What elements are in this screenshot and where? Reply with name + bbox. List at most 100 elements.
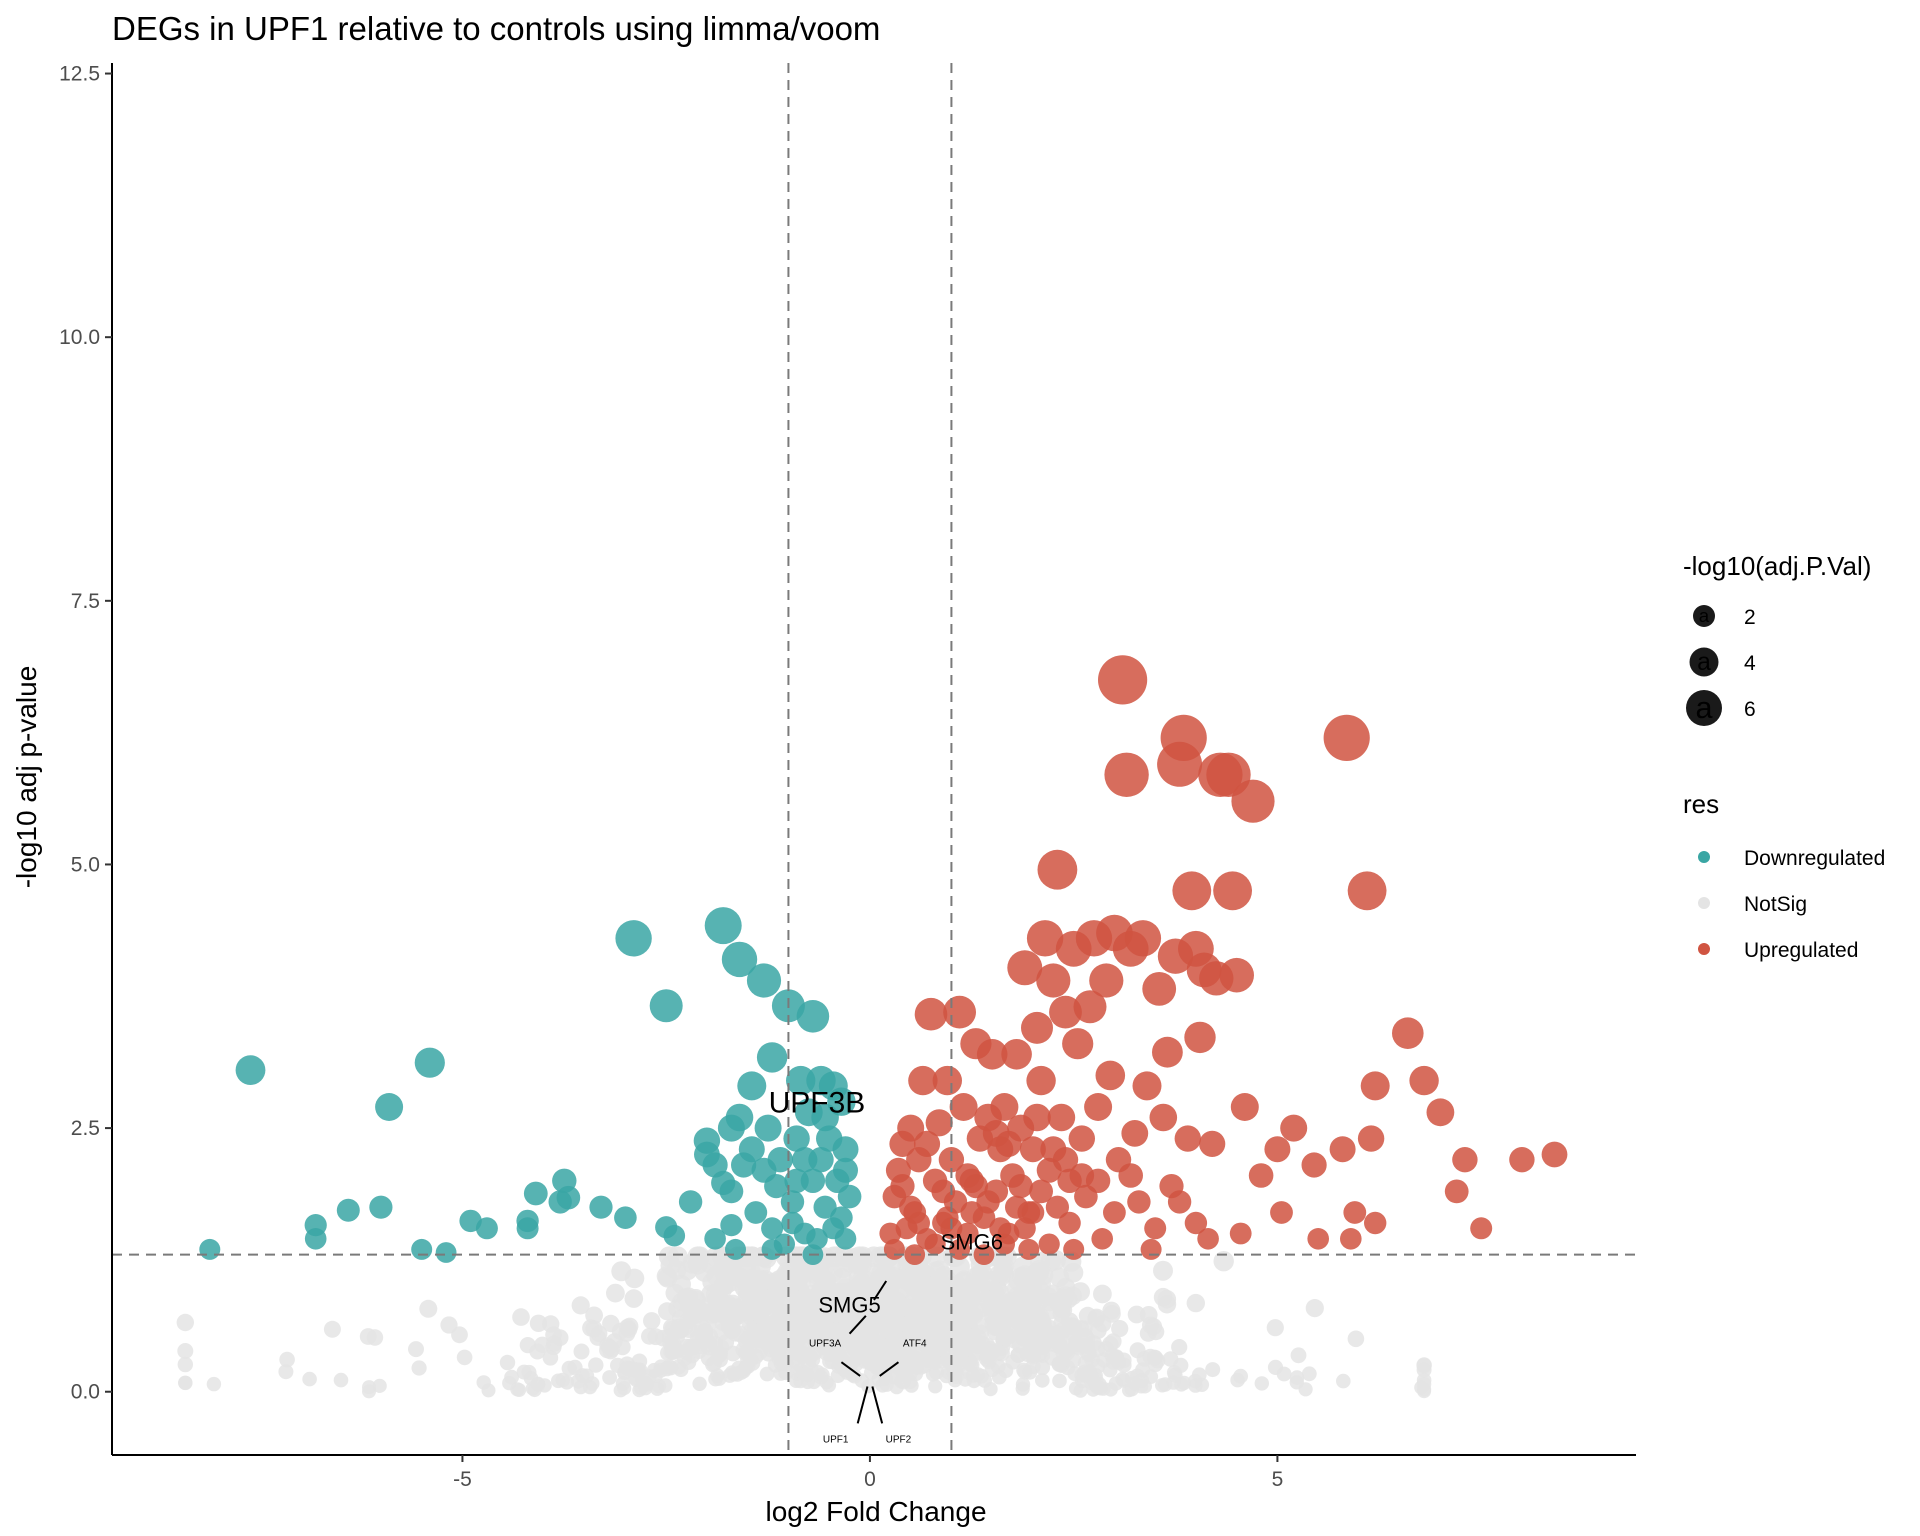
notsig-point (651, 1379, 667, 1394)
notsig-point (972, 1324, 990, 1342)
notsig-point (787, 1319, 805, 1337)
notsig-point (1416, 1358, 1432, 1374)
downregulated-point (780, 1190, 805, 1214)
upregulated-point (949, 1093, 978, 1121)
notsig-point (440, 1316, 458, 1334)
notsig-point (760, 1345, 777, 1362)
downregulated-point (813, 1195, 837, 1219)
notsig-point (408, 1341, 424, 1358)
notsig-point (177, 1343, 194, 1359)
notsig-point (610, 1357, 626, 1373)
downregulated-point (414, 1047, 445, 1078)
upregulated-point (1037, 849, 1078, 890)
downregulated-point (756, 1042, 788, 1073)
notsig-point (302, 1371, 317, 1387)
downregulated-point (369, 1195, 393, 1219)
upregulated-point (1357, 1125, 1385, 1152)
notsig-point (998, 1363, 1014, 1379)
upregulated-point (1023, 1103, 1051, 1132)
notsig-point (879, 1281, 899, 1301)
axes: 0.0 2.5 5.0 7.5 10.0 12.5 -5 0 5 (59, 63, 1636, 1491)
notsig-point (922, 1296, 941, 1315)
upregulated-point (1040, 1136, 1067, 1163)
upregulated-point (1323, 714, 1370, 762)
notsig-point (1157, 1289, 1177, 1309)
color-legend-label: Upregulated (1744, 939, 1858, 962)
notsig-point (278, 1364, 294, 1380)
upregulated-point (922, 1168, 948, 1194)
notsig-point (359, 1328, 377, 1345)
notsig-point (928, 1379, 943, 1394)
y-tick-label: 5.0 (71, 853, 100, 876)
notsig-point (1105, 1333, 1122, 1350)
notsig-point (176, 1313, 194, 1332)
notsig-point (1102, 1362, 1118, 1378)
notsig-point (849, 1246, 870, 1267)
gene-label: SMG6 (941, 1229, 1003, 1254)
upregulated-point (1047, 1103, 1076, 1132)
downregulated-point (800, 1168, 826, 1194)
color-legend-key (1698, 943, 1710, 955)
notsig-point (362, 1384, 376, 1399)
downregulated-point (199, 1238, 221, 1260)
upregulated-point (1021, 1011, 1053, 1044)
upregulated-point (1174, 1125, 1202, 1152)
downregulated-point (721, 941, 758, 978)
notsig-point (624, 1268, 645, 1289)
upregulated-point (1160, 714, 1207, 762)
notsig-point (561, 1360, 577, 1376)
upregulated-point (1121, 1120, 1149, 1147)
downregulated-point (516, 1209, 539, 1233)
color-legend-key (1698, 897, 1710, 909)
y-tick-label: 10.0 (59, 326, 100, 349)
upregulated-point (1018, 1238, 1040, 1260)
x-axis-title: log2 Fold Change (765, 1496, 986, 1527)
notsig-point (740, 1358, 756, 1374)
upregulated-point (1340, 1228, 1362, 1250)
downregulated-point (704, 907, 742, 945)
notsig-point (1031, 1346, 1048, 1362)
upregulated-point (1073, 990, 1107, 1024)
upregulated-point (1127, 1190, 1151, 1214)
color-legend-title: res (1683, 789, 1719, 819)
notsig-point (777, 1330, 794, 1347)
downregulated-point (806, 1065, 836, 1096)
notsig-point (635, 1371, 650, 1386)
upregulated-point (1132, 1071, 1162, 1101)
notsig-point (892, 1359, 909, 1375)
upregulated-point (955, 1163, 980, 1188)
notsig-point (529, 1343, 546, 1360)
upregulated-point (990, 1093, 1019, 1121)
upregulated-point (1470, 1217, 1493, 1240)
notsig-point (810, 1334, 828, 1352)
upregulated-point (1364, 1211, 1387, 1235)
notsig-point (1336, 1373, 1351, 1389)
upregulated-point (1091, 1228, 1113, 1250)
notsig-point (603, 1341, 620, 1358)
notsig-point (545, 1326, 562, 1344)
upregulated-point (1019, 1136, 1046, 1163)
size-legend-label: 4 (1744, 652, 1756, 675)
notsig-point (925, 1366, 941, 1382)
notsig-point (621, 1317, 639, 1335)
notsig-point (1068, 1381, 1084, 1396)
notsig-points (176, 1246, 1432, 1399)
upregulated-point (1426, 1098, 1455, 1127)
upregulated-point (1026, 1065, 1056, 1096)
notsig-point (1233, 1368, 1248, 1384)
downregulated-point (720, 1214, 743, 1237)
notsig-point (724, 1365, 740, 1381)
notsig-point (177, 1356, 193, 1373)
size-legend-key (1686, 690, 1722, 726)
notsig-point (411, 1360, 427, 1376)
size-legend-glyph: a (1699, 605, 1710, 626)
notsig-point (692, 1376, 707, 1392)
upregulated-point (925, 1109, 953, 1137)
notsig-point (1116, 1352, 1132, 1369)
downregulated-point (304, 1214, 327, 1237)
downregulated-point (830, 1206, 853, 1229)
notsig-point (1158, 1377, 1173, 1392)
upregulated-point (984, 1179, 1009, 1204)
notsig-point (641, 1327, 658, 1345)
notsig-point (456, 1349, 473, 1366)
